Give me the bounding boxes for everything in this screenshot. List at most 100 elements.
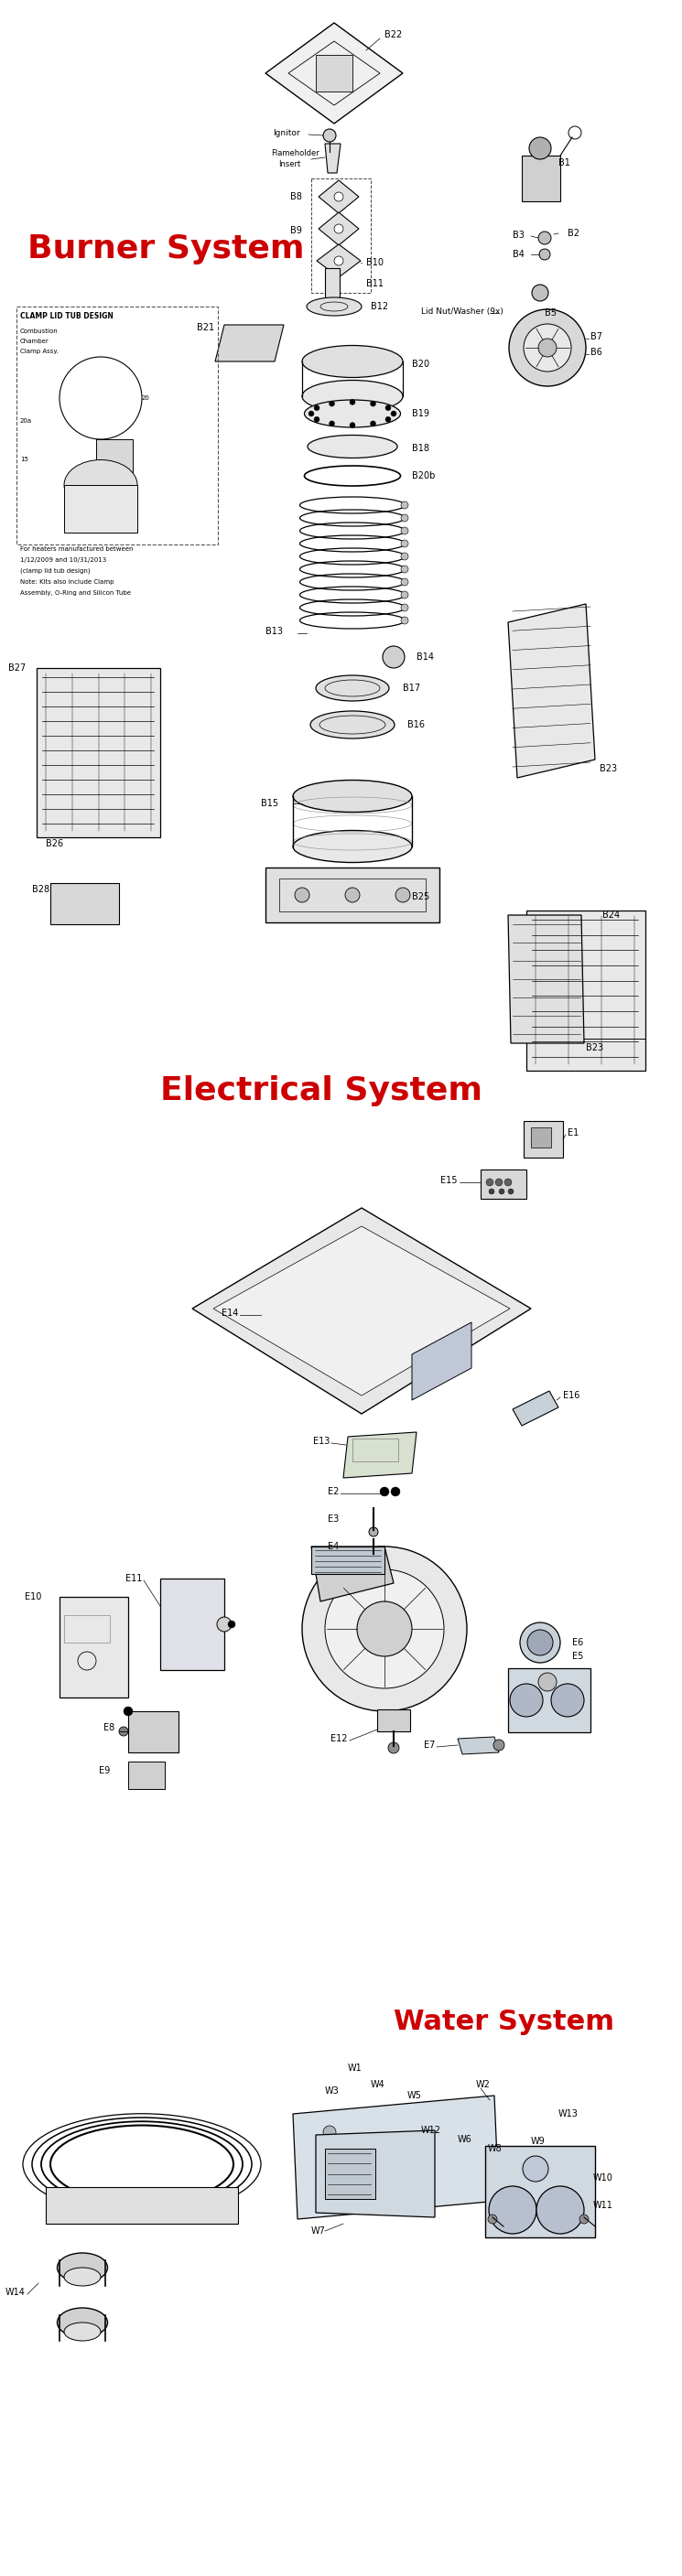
Text: Combustion: Combustion [20,330,59,335]
Text: 1/12/2009 and 10/31/2013: 1/12/2009 and 10/31/2013 [20,556,106,562]
Polygon shape [318,211,359,245]
Text: Flameholder: Flameholder [271,149,319,157]
Text: W7: W7 [311,2226,326,2236]
Circle shape [302,1546,467,1710]
Text: (clamp lid tub design): (clamp lid tub design) [20,569,90,574]
Bar [325,2148,375,2200]
Circle shape [401,502,409,510]
Polygon shape [524,1121,563,1157]
Text: E6: E6 [572,1638,583,1646]
Text: Water System: Water System [394,2009,614,2035]
Ellipse shape [57,2254,108,2282]
Text: E14: E14 [221,1309,238,1319]
Text: E12: E12 [331,1734,348,1744]
Circle shape [537,2187,584,2233]
Circle shape [345,889,360,902]
Circle shape [323,129,336,142]
Bar [279,878,426,912]
Circle shape [532,283,548,301]
Text: 20a: 20a [20,417,32,422]
Text: B15: B15 [261,799,278,809]
Text: E2: E2 [327,1486,339,1497]
Text: W9: W9 [531,2136,546,2146]
Bar [46,2187,238,2223]
Circle shape [391,412,396,417]
Text: B21: B21 [197,322,214,332]
Circle shape [551,1685,584,1716]
Circle shape [370,420,376,428]
Polygon shape [316,2130,435,2218]
Circle shape [520,1623,560,1662]
Bar [316,54,353,93]
Polygon shape [50,884,119,925]
Text: B20: B20 [412,361,430,368]
Circle shape [380,1486,389,1497]
Text: B1: B1 [559,157,570,167]
Text: Note: Kits also include Clamp: Note: Kits also include Clamp [20,580,114,585]
Text: E13: E13 [313,1437,329,1445]
Text: B25: B25 [412,891,430,902]
Bar [353,1437,398,1461]
Text: Insert: Insert [278,160,301,170]
Circle shape [401,590,409,598]
Polygon shape [215,325,284,361]
Polygon shape [481,1170,527,1198]
Text: E4: E4 [327,1543,339,1551]
Bar [531,1128,551,1146]
Text: E15: E15 [441,1175,458,1185]
Text: B23: B23 [586,1043,604,1054]
Text: W14: W14 [5,2287,26,2298]
Text: B12: B12 [371,301,388,312]
Text: B10: B10 [366,258,383,268]
Text: Lid Nut/Washer (9x): Lid Nut/Washer (9x) [421,307,503,314]
Text: B7: B7 [591,332,602,343]
Text: B24: B24 [602,909,620,920]
Text: B20b: B20b [412,471,435,482]
Circle shape [370,1551,377,1558]
Circle shape [401,554,409,559]
Bar [64,484,137,533]
Circle shape [350,422,355,428]
Text: B8: B8 [291,193,302,201]
Circle shape [493,1739,505,1752]
Circle shape [401,528,409,533]
Text: E11: E11 [125,1574,142,1584]
Bar [128,1762,165,1788]
Polygon shape [192,1208,531,1414]
Circle shape [369,1528,378,1535]
Text: B11: B11 [366,278,383,289]
Text: 20: 20 [142,394,150,402]
Circle shape [510,1685,543,1716]
Text: E1: E1 [567,1128,579,1139]
Ellipse shape [302,381,403,412]
Circle shape [228,1620,235,1628]
Text: W2: W2 [476,2079,490,2089]
Polygon shape [325,144,340,173]
Polygon shape [311,1546,394,1602]
Ellipse shape [64,2324,101,2342]
Text: E16: E16 [563,1391,580,1401]
Text: W11: W11 [593,2200,613,2210]
Text: W8: W8 [488,2143,503,2154]
Ellipse shape [316,675,389,701]
Text: B5: B5 [545,309,557,317]
Circle shape [401,567,409,572]
Circle shape [385,404,391,410]
Polygon shape [508,914,584,1043]
Circle shape [383,647,404,667]
Circle shape [401,603,409,611]
Bar [16,307,218,544]
Ellipse shape [304,399,400,428]
Circle shape [385,417,391,422]
Circle shape [350,399,355,404]
Circle shape [509,309,586,386]
Bar [37,667,160,837]
Text: B14: B14 [417,652,434,662]
Ellipse shape [307,296,361,317]
Text: W13: W13 [559,2110,578,2117]
Text: B22: B22 [385,31,402,39]
Text: Burner System: Burner System [27,234,304,265]
Text: B27: B27 [8,665,26,672]
Text: W1: W1 [348,2063,362,2074]
Bar [64,1615,110,1643]
